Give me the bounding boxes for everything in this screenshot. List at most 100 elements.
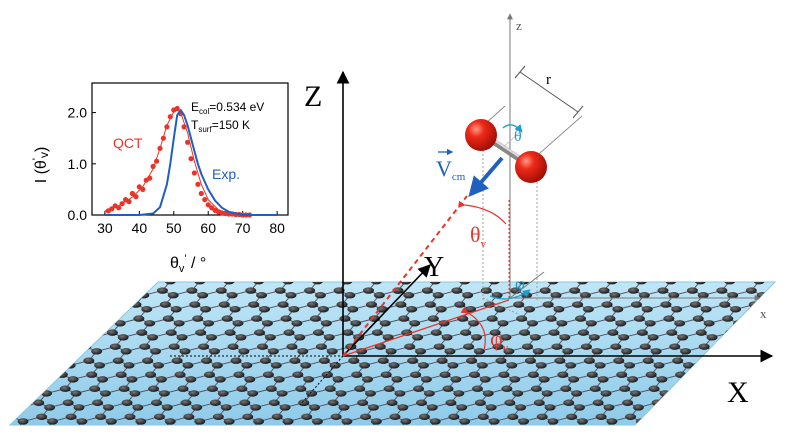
- lattice-bond: [722, 431, 733, 436]
- carbon-atom: [7, 273, 18, 279]
- velocity-vector: [468, 156, 504, 198]
- carbon-atom: [772, 273, 783, 279]
- lattice-bond: [598, 263, 609, 268]
- carbon-atom: [648, 385, 660, 392]
- lattice-bond: [11, 407, 21, 418]
- lattice-bond: [582, 277, 601, 282]
- carbon-atom: [641, 306, 653, 313]
- lattice-bond: [25, 290, 45, 296]
- carbon-atom: [282, 282, 294, 285]
- carbon-atom: [69, 428, 80, 434]
- carbon-atom: [17, 418, 29, 425]
- lattice-bond: [781, 431, 790, 436]
- carbon-atom: [559, 334, 571, 341]
- lattice-bond: [0, 277, 12, 282]
- lattice-bond: [12, 267, 20, 276]
- carbon-atom: [403, 292, 415, 299]
- lattice-bond: [56, 336, 65, 347]
- lab-y-label: Y: [424, 252, 444, 283]
- carbon-atom: [671, 306, 683, 313]
- lattice-bond: [82, 277, 101, 282]
- carbon-atom: [695, 329, 707, 336]
- lattice-bond: [10, 365, 12, 376]
- carbon-atom: [413, 385, 425, 392]
- carbon-atom: [516, 315, 528, 322]
- carbon-atom: [725, 329, 737, 336]
- carbon-atom: [636, 329, 648, 336]
- carbon-atom: [80, 343, 92, 350]
- carbon-atom: [592, 399, 604, 406]
- lattice-bond: [778, 407, 786, 416]
- bond-length-label: r: [546, 72, 551, 88]
- carbon-atom: [216, 428, 227, 434]
- carbon-atom: [753, 282, 765, 285]
- lattice-bond: [759, 277, 778, 282]
- carbon-atom: [227, 432, 238, 438]
- carbon-atom: [264, 334, 276, 341]
- lattice-bond: [248, 267, 256, 276]
- lattice-bond: [10, 416, 13, 422]
- carbon-atom: [687, 428, 698, 434]
- carbon-atom: [327, 399, 339, 406]
- lattice-bond: [706, 360, 719, 366]
- carbon-atom: [609, 292, 621, 299]
- carbon-atom: [274, 287, 286, 294]
- lattice-bond: [23, 277, 42, 282]
- qct-point: [129, 190, 135, 197]
- carbon-atom: [248, 301, 260, 308]
- lattice-bond: [109, 308, 118, 319]
- carbon-atom: [61, 348, 73, 355]
- carbon-atom: [0, 357, 6, 363]
- lattice-bond: [14, 374, 33, 380]
- carbon-atom: [569, 428, 580, 434]
- carbon-atom: [209, 399, 221, 406]
- carbon-atom: [241, 362, 253, 369]
- carbon-atom: [58, 334, 70, 341]
- carbon-atom: [638, 292, 650, 299]
- carbon-atom: [622, 399, 634, 406]
- carbon-atom: [409, 320, 421, 327]
- carbon-atom: [706, 334, 718, 341]
- carbon-atom: [307, 301, 319, 308]
- carbon-atom: [677, 334, 689, 341]
- lattice-bond: [575, 431, 586, 436]
- lattice-bond: [633, 431, 644, 436]
- carbon-atom: [724, 418, 736, 425]
- lattice-bond: [108, 263, 127, 268]
- carbon-atom: [36, 413, 48, 420]
- carbon-atom: [232, 320, 244, 327]
- carbon-atom: [99, 390, 111, 397]
- carbon-atom: [330, 413, 342, 420]
- carbon-atom: [624, 362, 636, 369]
- lattice-bond: [79, 308, 89, 319]
- carbon-atom: [217, 390, 229, 397]
- carbon-atom: [694, 282, 706, 285]
- carbon-atom: [412, 334, 424, 341]
- lattice-bond: [189, 277, 200, 282]
- carbon-atom: [309, 404, 321, 411]
- carbon-atom: [482, 390, 494, 397]
- carbon-atom: [728, 343, 740, 350]
- lattice-bond: [695, 435, 703, 444]
- lattice-bond: [0, 323, 2, 332]
- lattice-bond: [733, 336, 742, 347]
- carbon-atom: [282, 418, 294, 425]
- lattice-bond: [747, 360, 767, 366]
- carbon-atom: [403, 432, 414, 438]
- lattice-bond: [628, 263, 639, 268]
- lattice-bond: [133, 431, 144, 436]
- carbon-atom: [121, 399, 133, 406]
- carbon-atom: [607, 329, 619, 336]
- carbon-atom: [394, 390, 406, 397]
- carbon-atom: [317, 306, 329, 313]
- carbon-atom: [50, 432, 61, 438]
- carbon-atom: [462, 432, 473, 438]
- carbon-atom: [544, 404, 556, 411]
- lattice-bond: [756, 263, 775, 268]
- carbon-atom: [619, 385, 631, 392]
- lattice-bond: [10, 374, 15, 380]
- carbon-atom: [477, 413, 489, 420]
- lattice-bond: [751, 431, 762, 436]
- lattice-bond: [34, 332, 54, 338]
- lattice-bond: [37, 346, 57, 352]
